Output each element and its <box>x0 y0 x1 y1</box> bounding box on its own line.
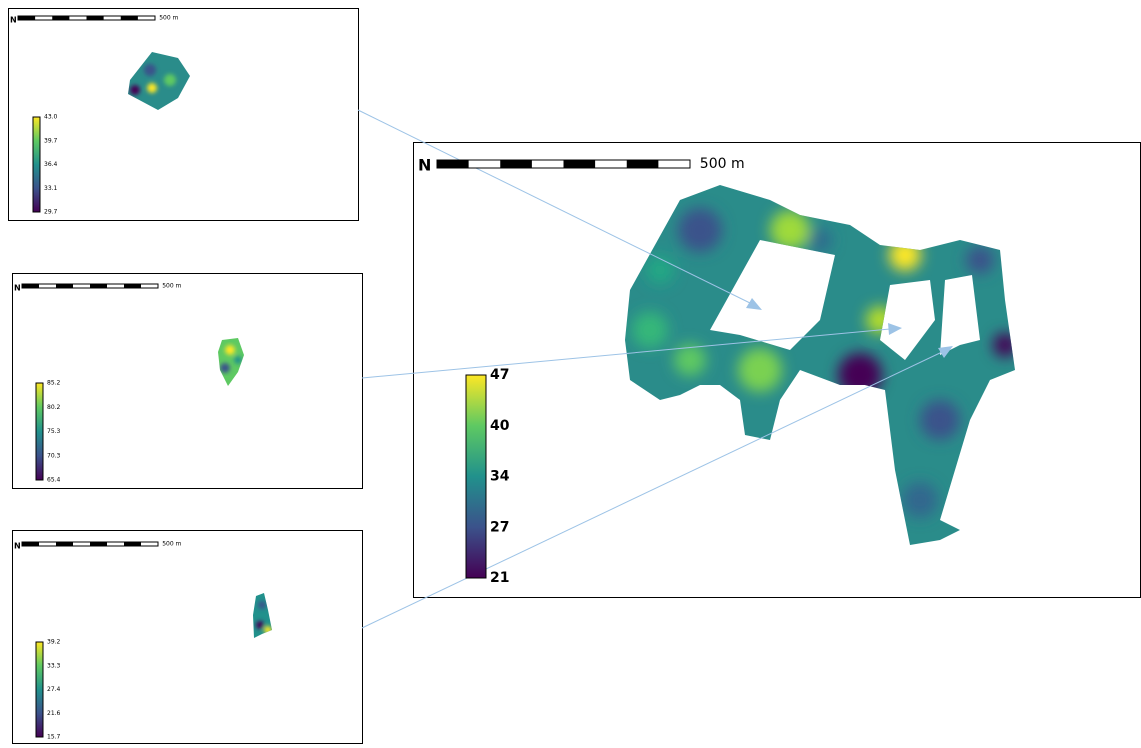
scale-bar-segment <box>124 284 141 288</box>
legend-label: 39.7 <box>44 137 58 144</box>
scale-label: 500 m <box>700 156 745 172</box>
legend-label: 39.2 <box>47 639 61 646</box>
scale-bar-segment <box>500 160 532 168</box>
scale-label: 500 m <box>162 283 181 290</box>
main-map-frame <box>414 143 1141 598</box>
legend-label: 70.3 <box>47 452 61 459</box>
figure: N 500 m 43.0 39.7 36.4 33.1 29.7 N 500 m 85.2 80.2… <box>0 0 1141 744</box>
legend-label: 85.2 <box>47 380 61 387</box>
scale-label: 500 m <box>159 15 178 22</box>
scale-bar-segment <box>90 542 107 546</box>
scale-bar-segment <box>22 542 39 546</box>
scale-bar-segment <box>437 160 469 168</box>
legend-colorbar <box>36 383 43 480</box>
legend-label: 29.7 <box>44 209 58 216</box>
scale-bar-segment <box>52 16 69 20</box>
legend-label: 40 <box>490 418 510 434</box>
north-label: N <box>14 542 21 551</box>
inset-2 <box>13 274 363 489</box>
scale-bar-segment <box>22 284 39 288</box>
legend-label: 21 <box>490 570 509 586</box>
scale-bar-segment <box>56 542 73 546</box>
north-label: N <box>418 156 431 175</box>
legend-colorbar <box>36 642 43 737</box>
scale-label: 500 m <box>162 541 181 548</box>
legend-label: 65.4 <box>47 477 61 484</box>
legend-label: 34 <box>490 469 510 485</box>
scale-bar-segment <box>87 16 104 20</box>
scale-bar-segment <box>56 284 73 288</box>
scale-bar-segment <box>124 542 141 546</box>
legend-label: 33.1 <box>44 185 58 192</box>
scale-bar-segment <box>564 160 596 168</box>
legend-colorbar <box>33 117 40 212</box>
legend-colorbar <box>466 375 486 578</box>
legend-label: 21.6 <box>47 710 61 717</box>
north-label: N <box>14 284 21 293</box>
legend-label: 43.0 <box>44 114 58 121</box>
legend-label: 15.7 <box>47 734 61 741</box>
scale-bar-segment <box>18 16 35 20</box>
legend-label: 27.4 <box>47 686 61 693</box>
legend-label: 75.3 <box>47 428 61 435</box>
legend-label: 36.4 <box>44 161 58 168</box>
scale-bar-segment <box>627 160 659 168</box>
legend-label: 33.3 <box>47 662 61 669</box>
scale-bar-segment <box>121 16 138 20</box>
legend-label: 80.2 <box>47 404 61 411</box>
inset-3 <box>13 531 363 744</box>
legend-label: 47 <box>490 367 509 383</box>
inset-1 <box>9 9 359 221</box>
north-label: N <box>10 16 17 25</box>
scale-bar-segment <box>90 284 107 288</box>
legend-label: 27 <box>490 519 509 535</box>
